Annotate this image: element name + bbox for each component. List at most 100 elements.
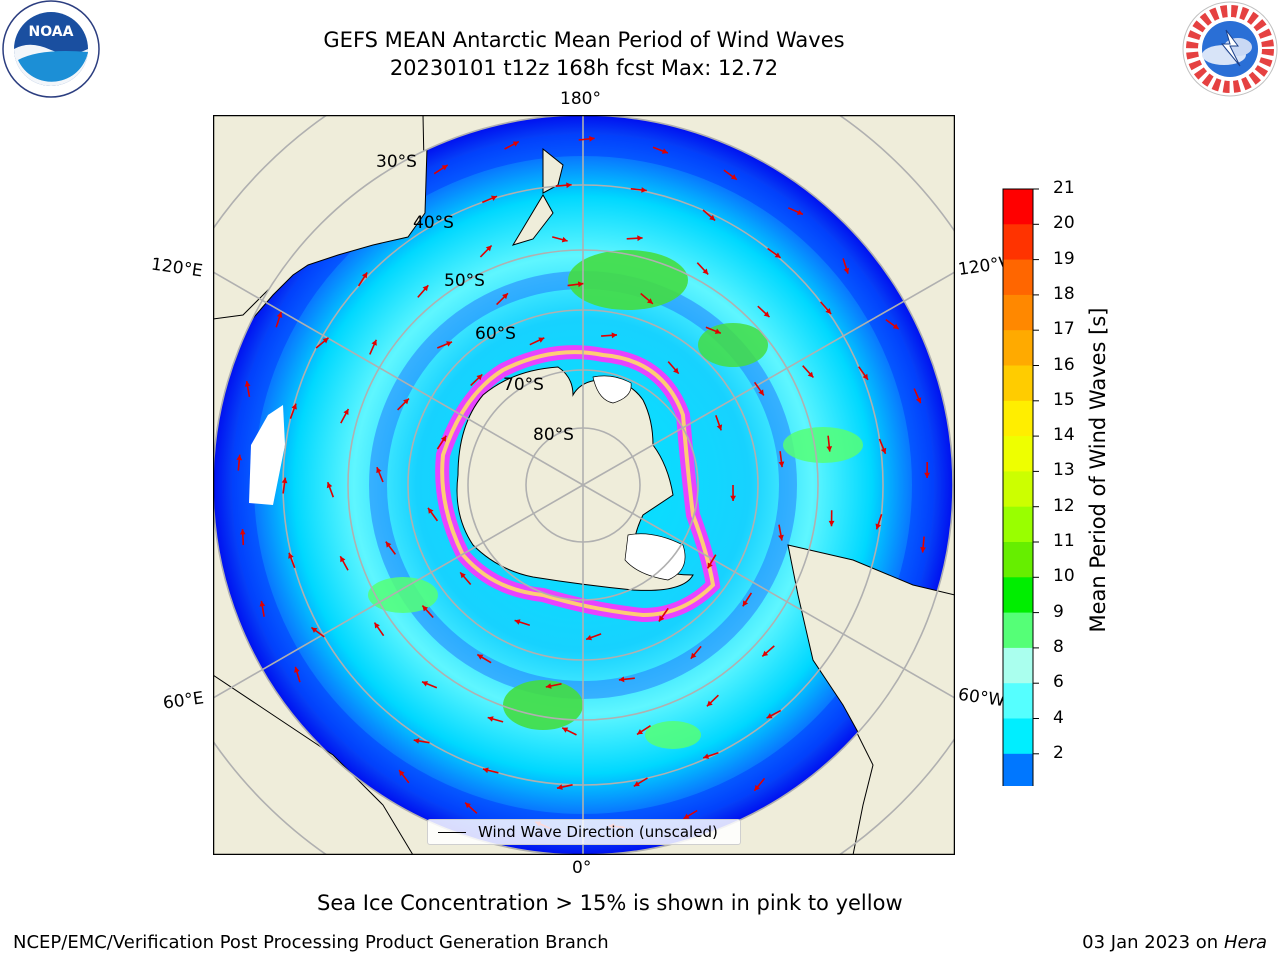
colorbar-segment (1003, 365, 1033, 402)
wind-wave-direction-arrows (236, 136, 930, 830)
colorbar-tick-label: 12 (1053, 495, 1075, 516)
chart-subtitle: 20230101 t12z 168h fcst Max: 12.72 (389, 56, 779, 80)
wind-arrow-head (244, 381, 251, 387)
wind-arrow-head (482, 767, 489, 774)
colorbar-segment (1003, 577, 1033, 614)
wind-arrow-head (915, 397, 922, 404)
wind-arrow-head (633, 781, 640, 787)
footer-left: NCEP/EMC/Verification Post Processing Pr… (13, 932, 609, 953)
wind-arrow-head (440, 435, 447, 442)
wind-arrow-head (714, 328, 721, 334)
wind-arrow-head (826, 446, 833, 452)
colorbar-tick-label: 11 (1053, 531, 1075, 551)
wind-arrow-head (441, 165, 448, 171)
wind-arrow-head (892, 323, 899, 329)
colorbar-tick-label: 15 (1053, 389, 1075, 410)
wind-arrow-head (326, 482, 333, 489)
colorbar-tick-label: 8 (1053, 636, 1064, 657)
footer-machine: Hera (1223, 932, 1267, 953)
noaa-logo: NOAA (2, 0, 100, 98)
chart-title: GEFS MEAN Antarctic Mean Period of Wind … (323, 28, 845, 52)
legend-label: Wind Wave Direction (unscaled) (478, 823, 718, 841)
lat-label-70s: 70°S (503, 375, 544, 395)
wind-arrow-head (343, 409, 349, 415)
lat-label-30s: 30°S (376, 152, 417, 172)
colorbar-tick-label: 20 (1053, 213, 1075, 234)
colorbar-segment (1003, 753, 1033, 786)
colorbar-tick-label: 13 (1053, 460, 1075, 481)
colorbar-segment (1003, 542, 1033, 578)
wind-arrow-head (862, 373, 868, 380)
colorbar-tick-label: 4 (1053, 707, 1064, 728)
wind-arrow-head (288, 552, 294, 559)
map-legend: Wind Wave Direction (unscaled) (427, 819, 741, 845)
footer-date: 03 Jan 2023 on (1082, 932, 1224, 953)
wind-arrow-head (512, 141, 519, 147)
wind-arrow-head (422, 605, 429, 612)
wind-arrow-head (446, 341, 452, 347)
colorbar-segment (1003, 471, 1033, 508)
wind-arrow-head (514, 619, 521, 625)
colorbar-segment (1003, 224, 1033, 261)
wind-arrow-head (403, 398, 409, 405)
wind-arrow-head (778, 461, 785, 468)
wind-arrow-head (460, 572, 466, 579)
colorbar-segment (1003, 436, 1033, 472)
lat-label-40s: 40°S (413, 213, 454, 233)
wind-arrow-head (920, 547, 926, 553)
colorbar-tick-label: 19 (1053, 248, 1075, 269)
noaa-logo-text: NOAA (29, 24, 74, 40)
colorbar-tick-label: 14 (1053, 425, 1075, 446)
wind-arrow-head (322, 337, 329, 344)
wind-arrow-head (487, 716, 494, 722)
wind-arrow-head (239, 529, 246, 535)
wind-arrow-head (428, 507, 434, 514)
wind-arrow-head (766, 713, 773, 719)
wind-arrow-head (661, 148, 668, 154)
lon-label-60e: 60°E (161, 688, 206, 714)
lon-label-120e: 120°E (149, 254, 204, 282)
colorbar-segment (1003, 189, 1033, 225)
wind-arrow-head (276, 312, 283, 318)
wind-arrow-head (291, 403, 297, 410)
wind-arrow-head (641, 187, 647, 193)
legend-line-icon (438, 832, 466, 833)
colorbar-segment (1003, 612, 1033, 649)
wind-arrow-head (880, 447, 887, 454)
lat-label-60s: 60°S (475, 324, 516, 344)
colorbar-tick-label: 6 (1053, 672, 1064, 693)
wind-arrow-head (491, 195, 497, 201)
colorbar-segment (1003, 718, 1033, 755)
colorbar-label: Mean Period of Wind Waves [s] (1086, 307, 1110, 633)
wind-arrow-head (236, 454, 243, 461)
colorbar-tick-label: 16 (1053, 354, 1075, 375)
wind-arrow-head (477, 654, 484, 660)
wind-arrow-head (422, 285, 429, 292)
wind-arrow-head (742, 600, 749, 607)
lon-label-60w: 60°W (956, 684, 1007, 712)
wind-arrow-head (618, 676, 625, 683)
wind-arrow-head (562, 727, 569, 733)
wind-arrow-head (413, 738, 420, 744)
lon-label-0: 0° (572, 858, 592, 878)
wind-arrow-head (637, 235, 643, 242)
colorbar-segment (1003, 683, 1033, 719)
wind-arrow-head (340, 556, 346, 563)
wind-arrow-head (561, 236, 568, 243)
wind-arrow-head (702, 268, 709, 275)
wind-arrow-head (371, 339, 377, 346)
wind-arrow-head (589, 136, 595, 142)
colorbar-segment (1003, 330, 1033, 366)
wind-arrow-head (637, 729, 643, 735)
wind-arrow-head (703, 753, 710, 759)
wind-arrow-head (754, 784, 760, 791)
wind-arrow-head (875, 523, 881, 530)
colorbar-frame (1002, 188, 1034, 786)
wind-arrow-head (716, 424, 723, 431)
colorbar-segment (1003, 259, 1033, 296)
wind-arrow-head (465, 802, 471, 809)
wind-arrow-head (647, 298, 653, 304)
colorbar-segment (1003, 647, 1033, 684)
wind-arrow-head (311, 627, 318, 633)
wind-arrow-head (707, 562, 713, 569)
